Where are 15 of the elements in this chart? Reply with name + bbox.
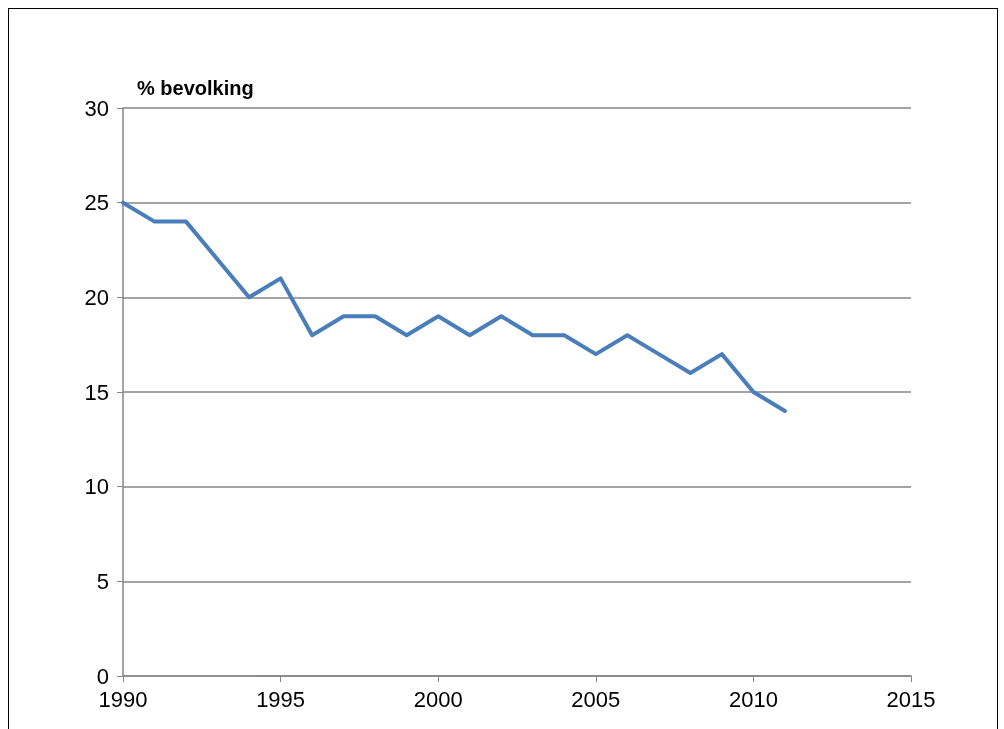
x-tick-label: 2015 <box>886 686 936 712</box>
y-axis-title: % bevolking <box>137 77 254 99</box>
x-tick-label: 2005 <box>571 686 621 712</box>
line-series <box>121 200 787 413</box>
x-tick-label: 1990 <box>98 686 148 712</box>
y-tick-label: 5 <box>96 568 109 594</box>
x-tick-label: 2000 <box>413 686 463 712</box>
y-tick-label: 25 <box>84 190 109 216</box>
x-tick-label: 2010 <box>728 686 778 712</box>
x-tick-label: 1995 <box>256 686 306 712</box>
y-tick-label: 0 <box>96 663 109 689</box>
y-tick-label: 30 <box>84 95 109 121</box>
y-tick-label: 20 <box>84 284 109 310</box>
y-tick-label: 10 <box>84 474 109 500</box>
y-tick-label: 15 <box>84 379 109 405</box>
